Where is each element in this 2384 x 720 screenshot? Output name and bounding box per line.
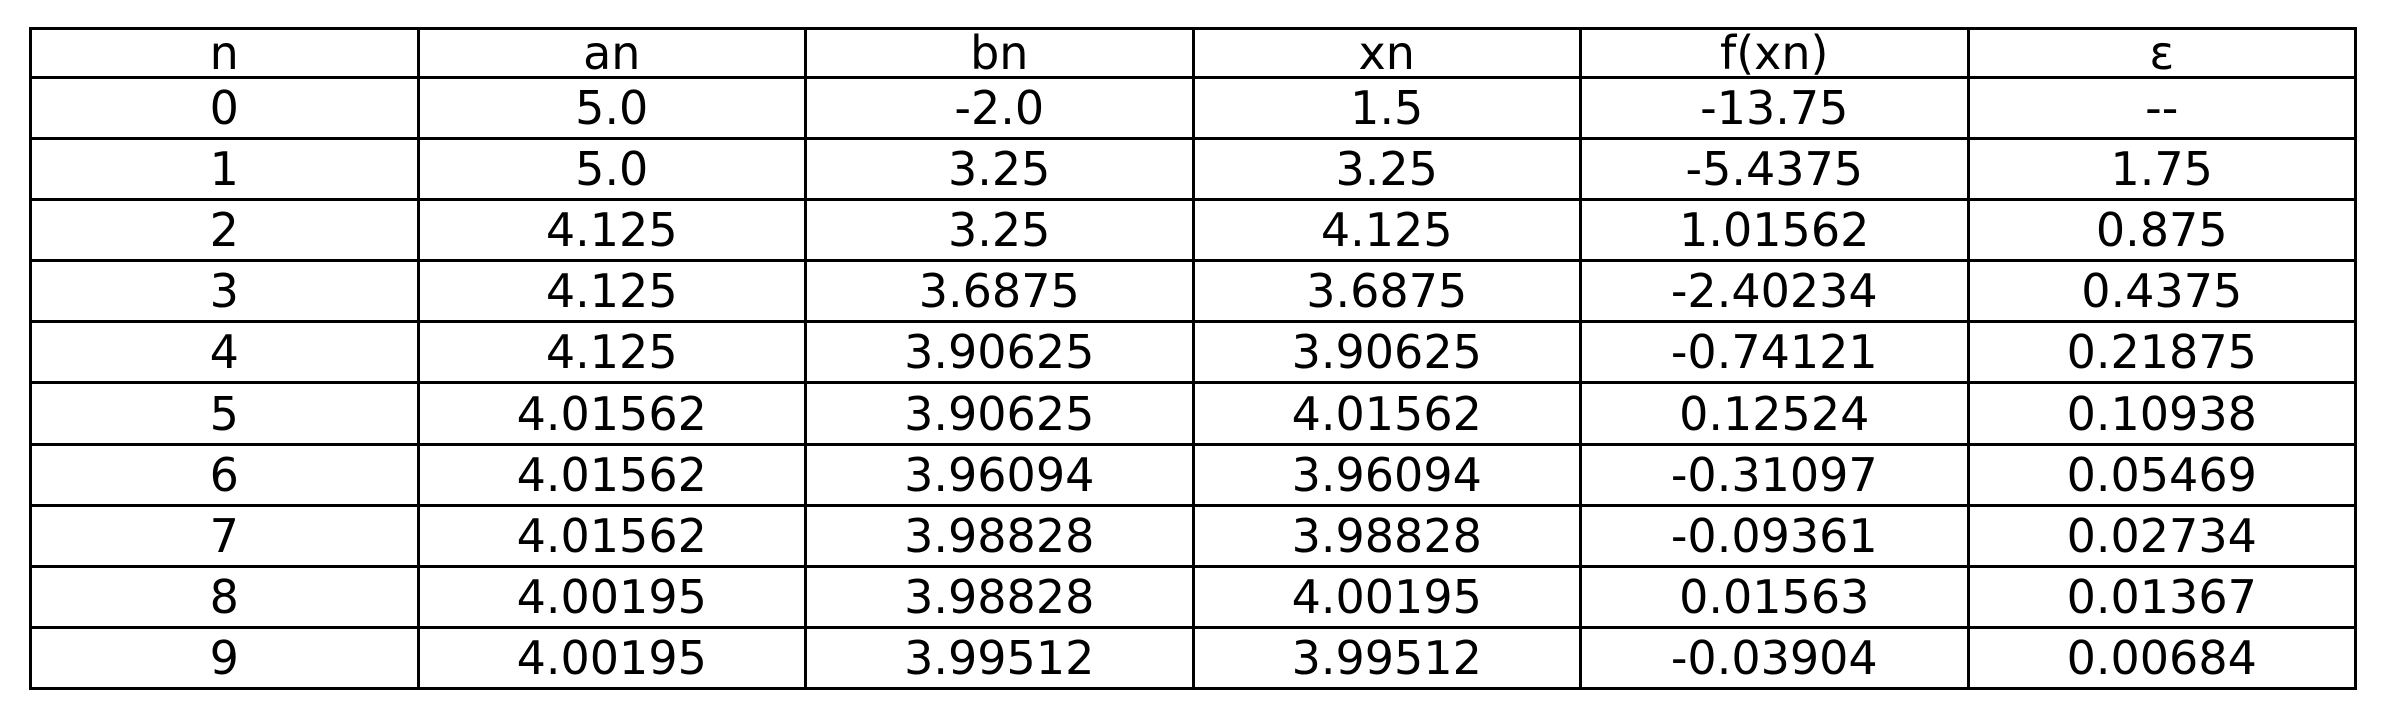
table-row: 4 4.125 3.90625 3.90625 -0.74121 0.21875 (29, 320, 2357, 385)
table-cell: 1 (29, 137, 420, 202)
table-cell: 3.25 (804, 198, 1195, 263)
table-row: 8 4.00195 3.98828 4.00195 0.01563 0.01367 (29, 564, 2357, 629)
table-cell: 0.01563 (1579, 564, 1970, 629)
table-container: n an bn xn f(xn) ε 0 5.0 -2.0 1.5 -13.75 -- 1 5.0 3.2… (29, 27, 2357, 691)
table-cell: 5 (29, 381, 420, 446)
table-cell: 4.00195 (1191, 564, 1582, 629)
table-cell: 3.90625 (804, 320, 1195, 385)
table-cell: 7 (29, 503, 420, 568)
table-row: 2 4.125 3.25 4.125 1.01562 0.875 (29, 198, 2357, 263)
table-cell: -5.4375 (1579, 137, 1970, 202)
table-cell: 4 (29, 320, 420, 385)
table-row: 7 4.01562 3.98828 3.98828 -0.09361 0.02734 (29, 503, 2357, 568)
table-cell: 0.875 (1966, 198, 2357, 263)
table-row: 3 4.125 3.6875 3.6875 -2.40234 0.4375 (29, 259, 2357, 324)
header-row: n an bn xn f(xn) ε (29, 27, 2357, 79)
table-cell: 4.00195 (416, 564, 807, 629)
table-cell: -0.03904 (1579, 625, 1970, 691)
table-cell: 6 (29, 442, 420, 507)
table-cell: 3.90625 (1191, 320, 1582, 385)
table-cell: 4.125 (416, 320, 807, 385)
table-cell: 4.01562 (1191, 381, 1582, 446)
table-cell: 4.125 (1191, 198, 1582, 263)
table-cell: 4.125 (416, 259, 807, 324)
table-cell: 3.25 (804, 137, 1195, 202)
table-cell: 1.01562 (1579, 198, 1970, 263)
table-cell: 3.90625 (804, 381, 1195, 446)
table-cell: 3.98828 (804, 503, 1195, 568)
table-cell: 3.96094 (1191, 442, 1582, 507)
table-cell: 2 (29, 198, 420, 263)
table-row: 5 4.01562 3.90625 4.01562 0.12524 0.10938 (29, 381, 2357, 446)
table-row: 9 4.00195 3.99512 3.99512 -0.03904 0.00684 (29, 625, 2357, 691)
table-cell: 0.21875 (1966, 320, 2357, 385)
column-header: bn (804, 27, 1195, 79)
table-cell: -- (1966, 75, 2357, 141)
table-cell: 3.6875 (804, 259, 1195, 324)
table-cell: 4.01562 (416, 503, 807, 568)
table-cell: -2.0 (804, 75, 1195, 141)
table-cell: 9 (29, 625, 420, 691)
table-cell: 4.00195 (416, 625, 807, 691)
table-body: 0 5.0 -2.0 1.5 -13.75 -- 1 5.0 3.25 3.25 -5.4375 1.… (29, 75, 2357, 691)
table-cell: 3.99512 (804, 625, 1195, 691)
table-cell: 5.0 (416, 75, 807, 141)
table-cell: 0.12524 (1579, 381, 1970, 446)
table-cell: -13.75 (1579, 75, 1970, 141)
table-cell: 0.00684 (1966, 625, 2357, 691)
table-cell: 3.98828 (804, 564, 1195, 629)
bisection-table: n an bn xn f(xn) ε 0 5.0 -2.0 1.5 -13.75 -- 1 5.0 3.2… (29, 27, 2357, 691)
table-cell: 4.01562 (416, 442, 807, 507)
table-cell: 3.25 (1191, 137, 1582, 202)
table-cell: 5.0 (416, 137, 807, 202)
table-cell: 3 (29, 259, 420, 324)
column-header: f(xn) (1579, 27, 1970, 79)
table-cell: 3.6875 (1191, 259, 1582, 324)
table-cell: 3.96094 (804, 442, 1195, 507)
table-cell: -0.09361 (1579, 503, 1970, 568)
table-cell: 4.125 (416, 198, 807, 263)
column-header: an (416, 27, 807, 79)
table-row: 1 5.0 3.25 3.25 -5.4375 1.75 (29, 137, 2357, 202)
table-cell: 3.99512 (1191, 625, 1582, 691)
table-row: 0 5.0 -2.0 1.5 -13.75 -- (29, 75, 2357, 141)
table-cell: 0.05469 (1966, 442, 2357, 507)
table-cell: -0.31097 (1579, 442, 1970, 507)
table-row: 6 4.01562 3.96094 3.96094 -0.31097 0.05469 (29, 442, 2357, 507)
table-cell: 0.10938 (1966, 381, 2357, 446)
table-cell: 0.01367 (1966, 564, 2357, 629)
table-cell: 0 (29, 75, 420, 141)
table-cell: -2.40234 (1579, 259, 1970, 324)
table-cell: 0.4375 (1966, 259, 2357, 324)
table-cell: 1.5 (1191, 75, 1582, 141)
table-cell: 8 (29, 564, 420, 629)
table-cell: 4.01562 (416, 381, 807, 446)
table-cell: 0.02734 (1966, 503, 2357, 568)
column-header: ε (1966, 27, 2357, 79)
column-header: xn (1191, 27, 1582, 79)
column-header: n (29, 27, 420, 79)
table-cell: 3.98828 (1191, 503, 1582, 568)
table-cell: -0.74121 (1579, 320, 1970, 385)
table-cell: 1.75 (1966, 137, 2357, 202)
